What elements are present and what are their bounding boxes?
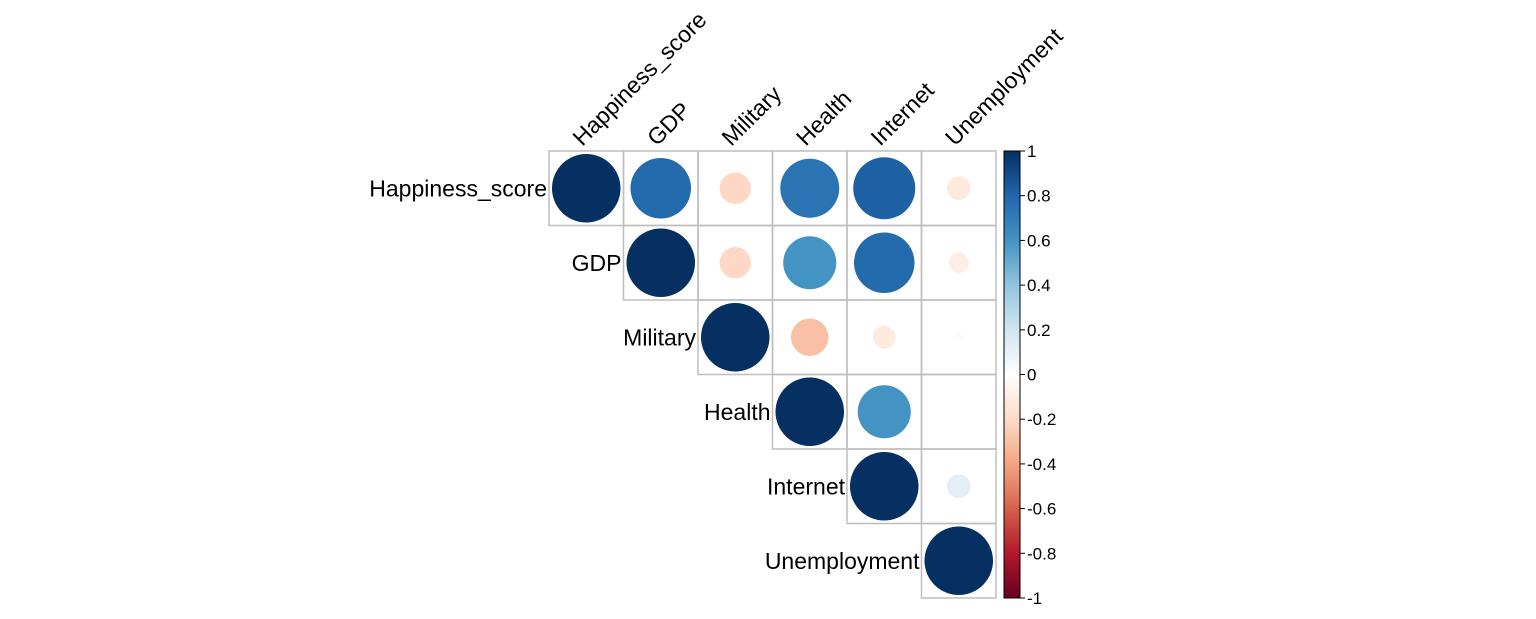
corr-circle-health-internet xyxy=(857,385,911,439)
corr-circle-gdp-gdp xyxy=(626,228,696,298)
grid-cell xyxy=(920,522,997,599)
row-label: Internet xyxy=(767,473,846,499)
corr-circle-happiness_score-internet xyxy=(853,157,916,220)
color-legend: 1 0.8 0.6 0.4 0.2 0 -0.2 -0.4 -0.6 -0.8 -1 xyxy=(1003,142,1056,608)
corr-circle-gdp-military xyxy=(719,247,751,279)
column-label: Health xyxy=(791,85,856,150)
legend-ticks: 1 0.8 0.6 0.4 0.2 0 -0.2 -0.4 -0.6 -0.8 -1 xyxy=(1020,142,1056,608)
row-label: Health xyxy=(704,399,770,425)
corr-circle-military-military xyxy=(700,302,770,372)
corr-circle-happiness_score-military xyxy=(719,172,751,204)
row-label: GDP xyxy=(572,250,622,276)
column-label: Internet xyxy=(865,77,939,151)
legend-tick-label: -0.6 xyxy=(1027,500,1056,519)
legend-color-bar xyxy=(1003,150,1021,599)
corr-circle-happiness_score-gdp xyxy=(630,157,692,219)
legend-tick-label: 0 xyxy=(1027,366,1036,385)
corr-circle-unemployment-unemployment xyxy=(924,526,994,596)
row-label: Military xyxy=(623,324,696,350)
column-label: GDP xyxy=(642,97,696,151)
legend-tick-label: 0.8 xyxy=(1027,187,1051,206)
corr-circle-happiness_score-happiness_score xyxy=(551,153,621,223)
legend-tick-label: 1 xyxy=(1027,142,1036,161)
corr-circle-military-unemployment xyxy=(953,332,964,343)
legend-tick-label: 0.2 xyxy=(1027,321,1051,340)
grid-layer xyxy=(548,150,997,599)
circle-layer xyxy=(551,153,994,596)
column-label: Happiness_score xyxy=(567,6,711,150)
corr-circle-gdp-internet xyxy=(853,232,915,294)
row-label: Unemployment xyxy=(765,548,920,574)
legend-tick-label: -0.4 xyxy=(1027,455,1056,474)
corr-circle-health-health xyxy=(775,377,845,447)
legend-tick-label: -0.8 xyxy=(1027,544,1056,563)
column-label: Unemployment xyxy=(940,22,1068,150)
corr-circle-gdp-unemployment xyxy=(948,252,970,274)
corr-circle-gdp-health xyxy=(783,236,837,290)
legend-tick-label: -0.2 xyxy=(1027,410,1056,429)
corr-circle-happiness_score-unemployment xyxy=(946,176,971,201)
corr-circle-military-health xyxy=(790,318,829,357)
corr-circle-internet-internet xyxy=(849,451,919,521)
corr-circle-health-unemployment xyxy=(955,408,963,416)
row-label: Happiness_score xyxy=(369,175,547,201)
corr-circle-happiness_score-health xyxy=(780,158,840,218)
column-label: Military xyxy=(716,80,786,150)
corr-circle-military-internet xyxy=(872,325,896,349)
legend-tick-label: -1 xyxy=(1027,589,1042,608)
row-label-layer: Happiness_score GDP Military Health Internet… xyxy=(369,175,920,574)
corr-circle-internet-unemployment xyxy=(946,474,971,499)
legend-tick-label: 0.6 xyxy=(1027,231,1051,250)
legend-tick-label: 0.4 xyxy=(1027,276,1051,295)
